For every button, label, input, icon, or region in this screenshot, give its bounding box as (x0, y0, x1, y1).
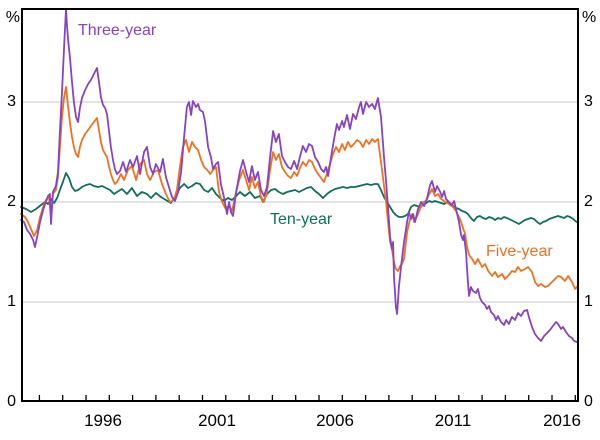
x-tick-2001: 2001 (198, 411, 236, 430)
y-tick-left-0: 0 (7, 393, 16, 410)
y-tick-left-3: 3 (7, 93, 16, 110)
plot-frame (21, 8, 579, 402)
y-tick-right-0: 0 (584, 393, 593, 410)
series-label-five-year: Five-year (486, 243, 553, 260)
x-tick-2006: 2006 (316, 411, 354, 430)
x-tick-2011: 2011 (434, 411, 472, 430)
series-label-ten-year: Ten-year (270, 211, 333, 228)
series-line-five-year (20, 86, 578, 290)
y-tick-right-3: 3 (584, 93, 593, 110)
series-label-three-year: Three-year (78, 22, 157, 39)
x-tick-1996: 1996 (84, 411, 122, 430)
y-tick-left-1: 1 (7, 293, 16, 310)
y-axis-unit-right: % (582, 9, 597, 26)
y-tick-right-2: 2 (584, 193, 593, 210)
y-tick-right-1: 1 (584, 293, 593, 310)
y-axis-unit-left: % (5, 9, 20, 26)
x-tick-2016: 2016 (543, 411, 581, 430)
series-line-three-year (20, 8, 578, 343)
series-line-ten-year (20, 172, 578, 225)
y-tick-left-2: 2 (7, 193, 16, 210)
